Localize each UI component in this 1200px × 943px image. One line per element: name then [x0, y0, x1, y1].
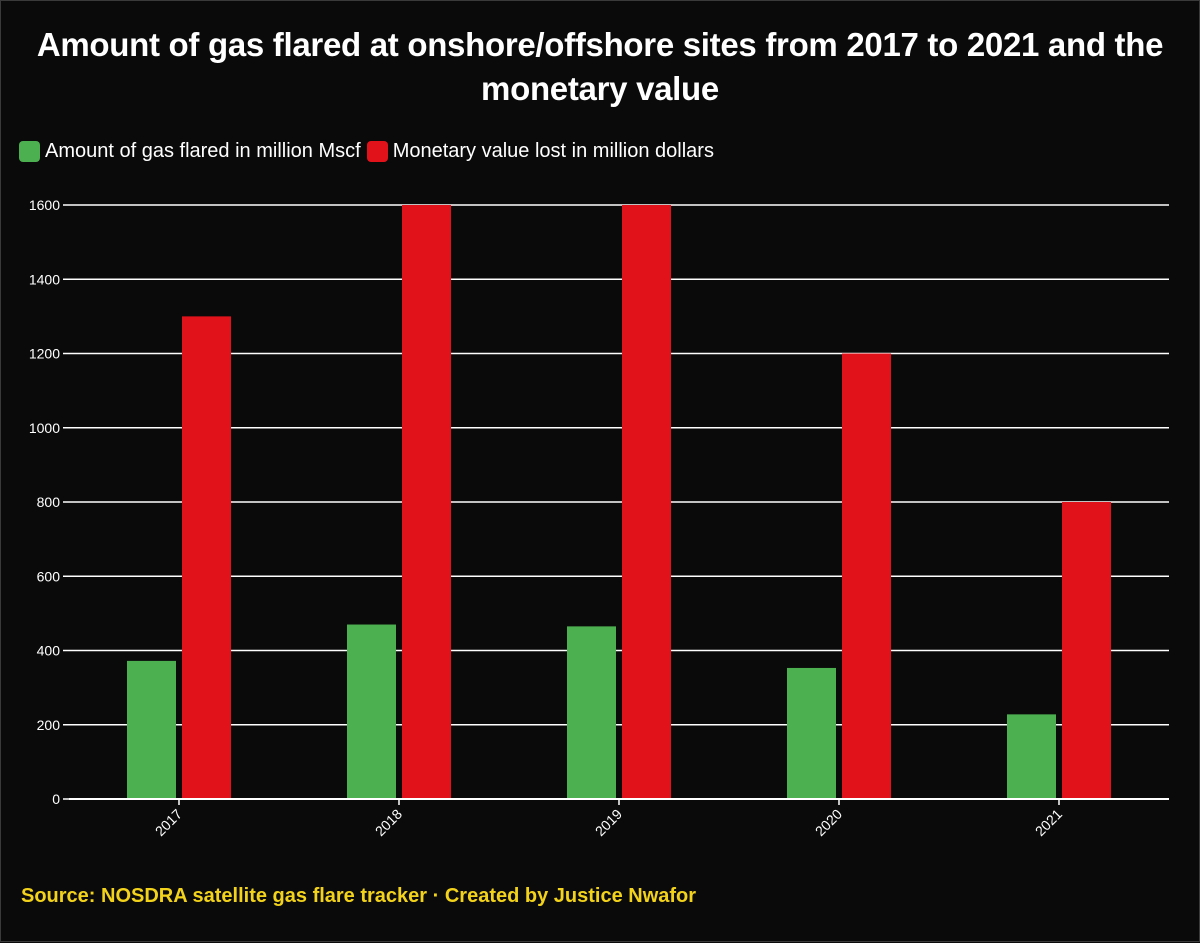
x-tick-label: 2019 [592, 806, 625, 839]
y-tick-label: 200 [37, 717, 61, 733]
bar-monetary-value-2020 [842, 354, 891, 800]
bar-gas-flared-2018 [347, 625, 396, 799]
bar-gas-flared-2020 [787, 668, 836, 799]
y-tick-label: 0 [52, 791, 60, 807]
x-tick-label: 2017 [152, 806, 185, 839]
bar-gas-flared-2021 [1007, 714, 1056, 799]
bar-monetary-value-2018 [402, 205, 451, 799]
bar-monetary-value-2017 [182, 316, 231, 799]
bar-gas-flared-2017 [127, 661, 176, 799]
bar-gas-flared-2019 [567, 626, 616, 799]
y-tick-label: 1400 [29, 271, 60, 287]
x-tick-label: 2020 [812, 806, 845, 839]
y-tick-label: 1200 [29, 346, 60, 362]
y-tick-label: 1600 [29, 197, 60, 213]
y-tick-label: 400 [37, 643, 61, 659]
x-tick-label: 2021 [1032, 806, 1065, 839]
y-tick-label: 800 [37, 494, 61, 510]
source-credit: Source: NOSDRA satellite gas flare track… [21, 885, 696, 908]
x-tick-label: 2018 [372, 806, 405, 839]
y-tick-label: 1000 [29, 420, 60, 436]
bar-monetary-value-2019 [622, 205, 671, 799]
bar-monetary-value-2021 [1062, 502, 1111, 799]
y-tick-label: 600 [37, 568, 61, 584]
